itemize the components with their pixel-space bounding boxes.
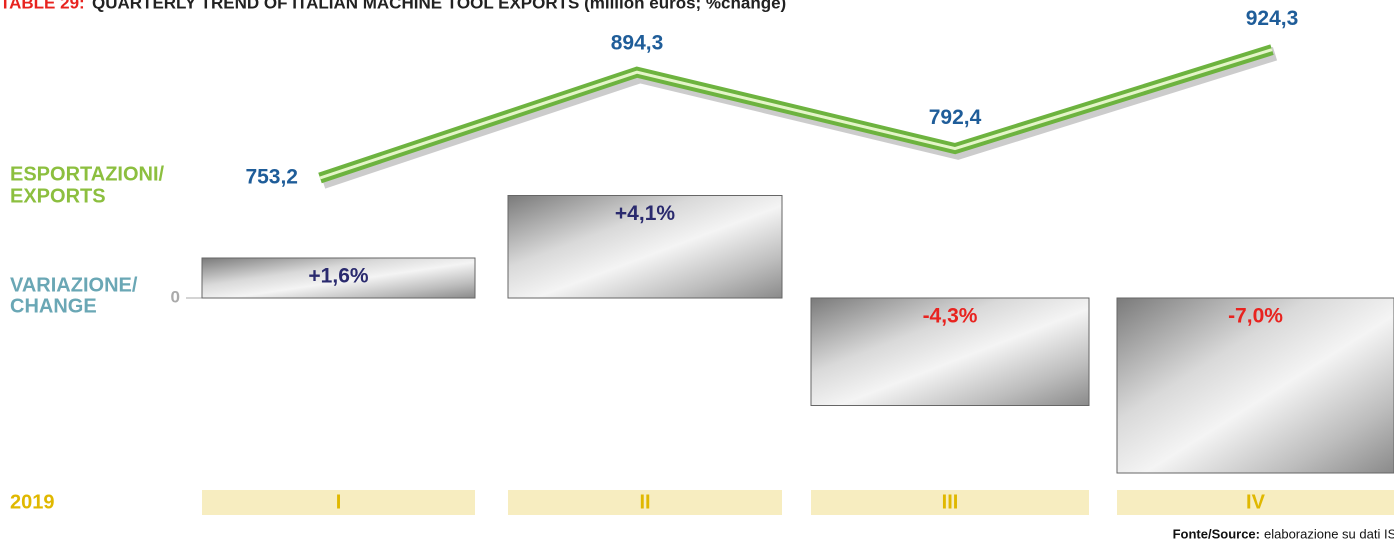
value-label: 792,4 <box>929 106 982 129</box>
value-label: +4,1% <box>615 202 675 225</box>
value-label: -4,3% <box>923 305 978 328</box>
line-shadow <box>323 54 1275 182</box>
value-label: 894,3 <box>611 32 664 55</box>
value-label: 924,3 <box>1246 7 1299 30</box>
series-label: ESPORTAZIONI/ <box>10 163 165 185</box>
source-text: elaborazione su dati ISTAT/elaboration o… <box>1264 526 1394 541</box>
source-label: Fonte/Source: <box>1173 526 1260 541</box>
series-label: EXPORTS <box>10 185 106 207</box>
line <box>320 50 1272 178</box>
value-label: -7,0% <box>1228 305 1283 328</box>
chart-title: QUARTERLY TREND OF ITALIAN MACHINE TOOL … <box>92 0 786 12</box>
chart: TABLE 29: QUARTERLY TREND OF ITALIAN MAC… <box>0 0 1394 544</box>
series-label: CHANGE <box>10 295 97 317</box>
series-label: VARIAZIONE/ <box>10 274 138 296</box>
x-tick-label: III <box>942 491 959 513</box>
value-label: +1,6% <box>308 265 368 288</box>
title-prefix: TABLE 29: <box>0 0 85 12</box>
y-tick-label: 0 <box>171 287 180 306</box>
value-label: 753,2 <box>245 166 298 189</box>
x-tick-label: IV <box>1246 491 1266 513</box>
x-tick-label: I <box>336 491 342 513</box>
x-tick-label: II <box>639 491 650 513</box>
year-label: 2019 <box>10 491 55 513</box>
